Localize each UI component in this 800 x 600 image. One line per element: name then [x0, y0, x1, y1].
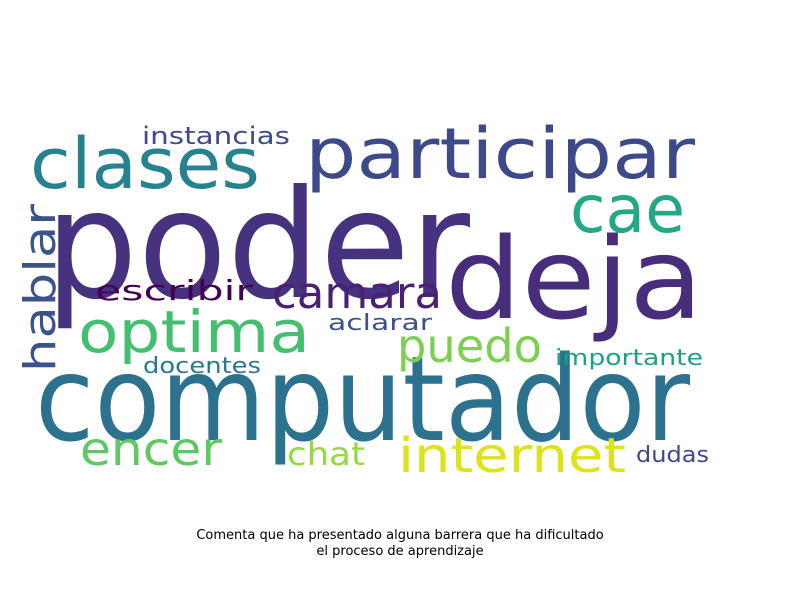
word-cae: cae	[570, 171, 685, 248]
word-computador: computador	[35, 330, 690, 468]
caption: Comenta que ha presentado alguna barrera…	[100, 528, 700, 560]
caption-line-2: el proceso de aprendizaje	[316, 544, 484, 559]
caption-line-1: Comenta que ha presentado alguna barrera…	[196, 528, 604, 543]
word-dudas: dudas	[636, 443, 709, 468]
word-hablar: hablar	[15, 203, 66, 372]
word-optima: optima	[78, 298, 310, 366]
word-participar: participar	[305, 113, 695, 195]
word-internet: internet	[398, 428, 626, 484]
word-encer: encer	[80, 422, 222, 476]
word-clases: clases	[30, 123, 260, 205]
word-instancias: instancias	[142, 122, 290, 150]
word-poder: poder	[45, 159, 470, 333]
word-deja: deja	[445, 215, 703, 345]
word-docentes: docentes	[143, 354, 261, 379]
word-escribir: escribir	[95, 274, 254, 307]
word-camara: camara	[272, 268, 442, 319]
word-chat: chat	[287, 435, 365, 473]
word-aclarar: aclarar	[328, 311, 433, 336]
word-importante: importante	[555, 346, 703, 371]
word-puedo: puedo	[397, 319, 542, 373]
